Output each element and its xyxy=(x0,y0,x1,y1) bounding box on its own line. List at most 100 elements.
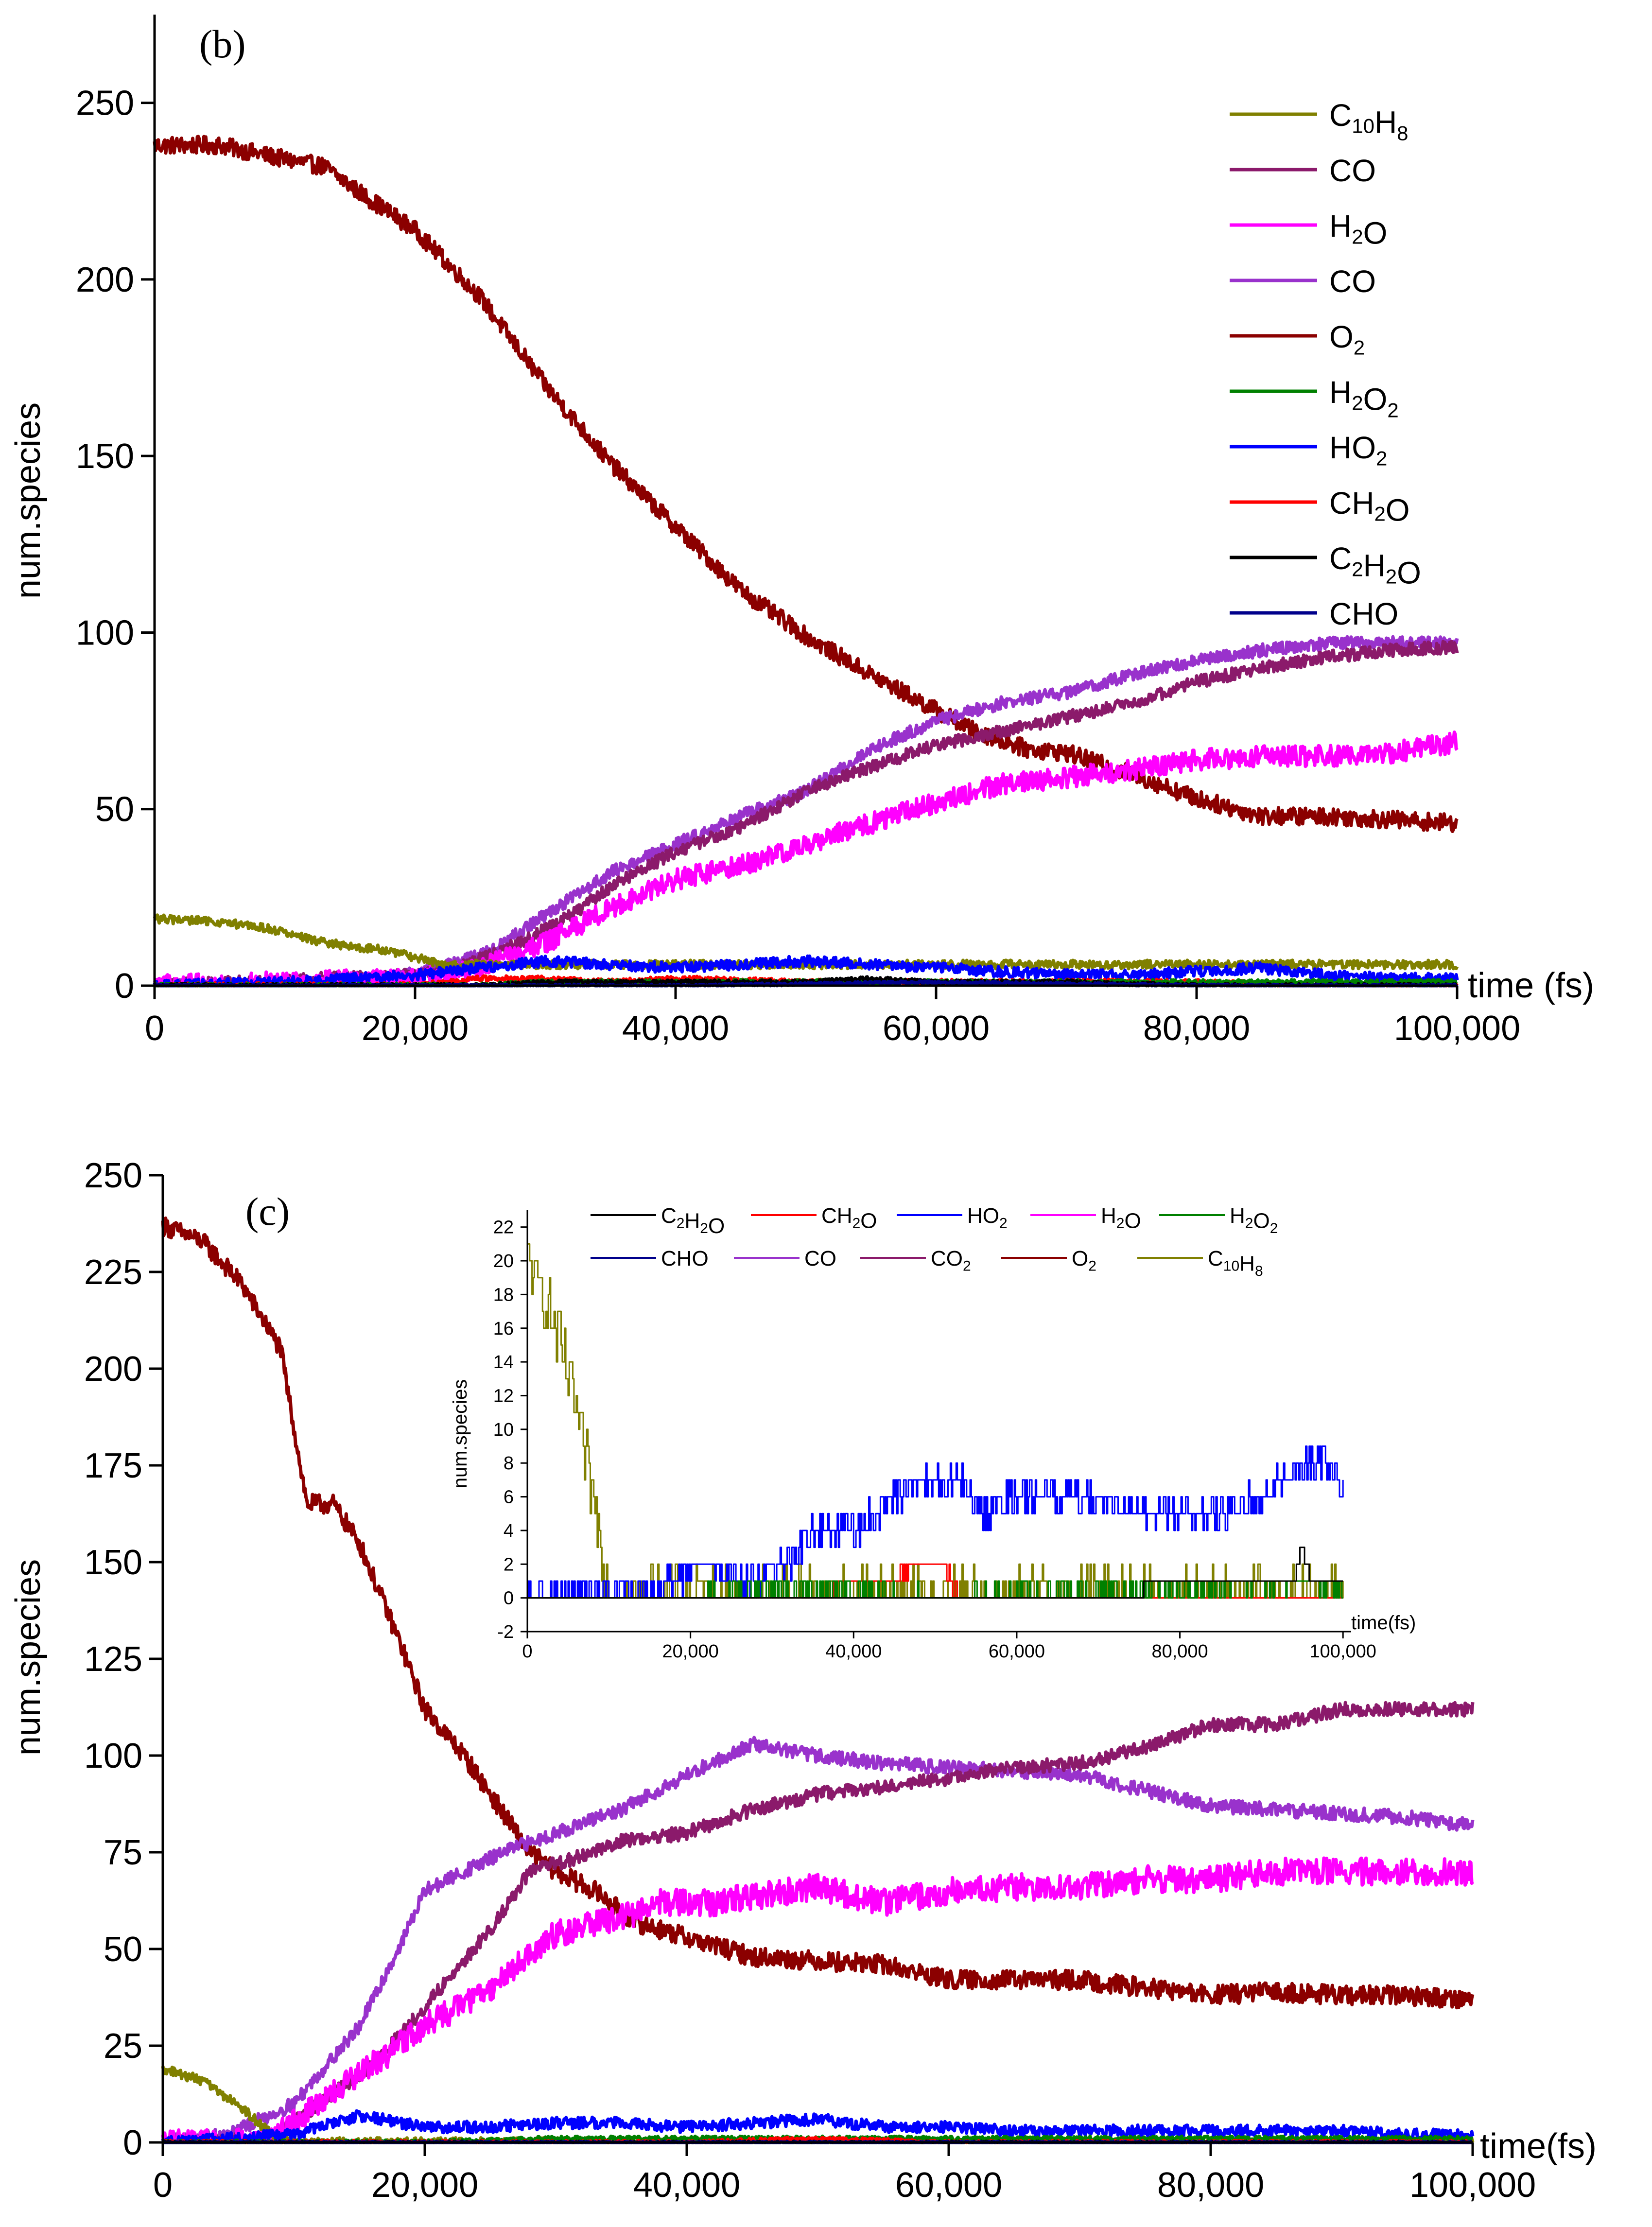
y-ticks-c: 0 25 50 75 100 125 150 175 200 225 250 xyxy=(84,1156,163,2162)
x-ticks-b: 0 20,000 40,000 60,000 80,000 100,000 xyxy=(145,986,1520,1048)
y-tick-label-c-1: 25 xyxy=(104,2027,142,2066)
y-tick-label-i-4: 6 xyxy=(504,1487,514,1508)
legend-label-b-H2O2: H2O2 xyxy=(1329,375,1399,421)
legend-label-i-CO2: CO2 xyxy=(931,1247,971,1274)
y-tick-label-c-7: 175 xyxy=(84,1446,142,1485)
x-tick-label-b-5: 100,000 xyxy=(1394,1009,1520,1048)
x-tick-label-c-3: 60,000 xyxy=(895,2166,1002,2205)
x-tick-label-b-1: 20,000 xyxy=(362,1009,469,1048)
series-line-i-HO2 xyxy=(527,1445,1344,1599)
y-tick-label-i-0: -2 xyxy=(497,1622,514,1642)
series-line-c-O2 xyxy=(161,1216,1475,2010)
x-axis-title-c: time(fs) xyxy=(1480,2127,1597,2166)
series-line-c-CO xyxy=(161,1736,1475,2144)
y-tick-label-b-0: 0 xyxy=(115,967,134,1006)
y-tick-label-b-1: 50 xyxy=(95,790,134,829)
series-line-c-H2O xyxy=(161,1856,1474,2144)
legend-label-i-H2O: H2O xyxy=(1101,1204,1141,1233)
legend-label-i-O2: O2 xyxy=(1072,1247,1096,1274)
series-group-b xyxy=(153,135,1459,988)
y-tick-label-c-2: 50 xyxy=(104,1930,142,1969)
y-tick-label-i-8: 14 xyxy=(493,1352,514,1373)
legend-label-b-CO2: CO xyxy=(1329,153,1376,188)
x-tick-label-i-5: 100,000 xyxy=(1310,1641,1376,1662)
y-tick-label-c-5: 125 xyxy=(84,1640,142,1679)
x-tick-label-i-2: 40,000 xyxy=(825,1641,882,1662)
legend-inset: C2H2O CH2O HO2 H2O H2O2 CHO CO CO2 O2 C10H8 xyxy=(591,1204,1278,1279)
legend-label-i-CO: CO xyxy=(804,1247,836,1270)
series-line-b-HO2 xyxy=(153,954,1459,988)
x-tick-label-b-3: 60,000 xyxy=(883,1009,990,1048)
x-tick-label-i-1: 20,000 xyxy=(662,1641,719,1662)
x-tick-label-c-4: 80,000 xyxy=(1157,2166,1264,2205)
legend-label-i-H2O2: H2O2 xyxy=(1230,1204,1278,1236)
y-axis-title-c: num.species xyxy=(9,1559,48,1756)
y-ticks-inset: -2 0 2 4 6 8 10 12 14 16 18 20 22 xyxy=(493,1218,527,1642)
y-tick-label-i-6: 10 xyxy=(493,1420,514,1440)
y-tick-label-i-1: 0 xyxy=(504,1588,514,1609)
panel-label-c: (c) xyxy=(245,1189,290,1234)
series-line-c-HO2 xyxy=(161,2109,1475,2144)
panel-b: 0 50 100 150 200 250 0 20,000 40,000 60,000 80,00… xyxy=(9,15,1594,1048)
y-ticks-b: 0 50 100 150 200 250 xyxy=(76,84,155,1006)
y-tick-label-i-5: 8 xyxy=(504,1453,514,1474)
x-tick-label-c-1: 20,000 xyxy=(371,2166,478,2205)
legend-label-i-C2H2O: C2H2O xyxy=(661,1204,725,1238)
x-tick-label-i-4: 80,000 xyxy=(1151,1641,1208,1662)
legend-label-i-CHO: CHO xyxy=(661,1247,709,1270)
y-tick-label-i-7: 12 xyxy=(493,1386,514,1406)
legend-b: C10H8 CO H2O CO O2 H2O2 HO2 CH2O C2H2O CHO xyxy=(1230,98,1421,631)
x-axis-title-inset: time(fs) xyxy=(1351,1612,1416,1634)
y-tick-label-i-2: 2 xyxy=(504,1554,514,1575)
y-tick-label-c-10: 250 xyxy=(84,1156,142,1195)
x-tick-label-c-2: 40,000 xyxy=(633,2166,740,2205)
y-tick-label-c-3: 75 xyxy=(104,1833,142,1872)
series-line-i-C2H2O xyxy=(527,1547,1343,1599)
legend-label-b-O2: O2 xyxy=(1329,319,1365,359)
y-tick-label-c-9: 225 xyxy=(84,1253,142,1292)
y-axis-title-inset: num.species xyxy=(450,1379,471,1489)
y-tick-label-c-6: 150 xyxy=(84,1543,142,1582)
x-tick-label-i-3: 60,000 xyxy=(989,1641,1045,1662)
series-line-b-O2 xyxy=(153,135,1459,833)
x-tick-label-i-0: 0 xyxy=(522,1641,532,1662)
legend-label-i-HO2: HO2 xyxy=(967,1204,1008,1232)
x-tick-label-c-5: 100,000 xyxy=(1409,2166,1536,2205)
legend-label-b-C2H2O: C2H2O xyxy=(1329,541,1421,590)
series-group-inset xyxy=(527,1243,1344,1599)
legend-label-b-CH2O: CH2O xyxy=(1329,486,1410,528)
x-ticks-inset: 0 20,000 40,000 60,000 80,000 100,000 xyxy=(522,1632,1376,1662)
y-tick-label-b-4: 200 xyxy=(76,261,134,299)
y-tick-label-b-2: 100 xyxy=(76,613,134,652)
legend-label-b-CO: CO xyxy=(1329,264,1376,299)
legend-label-b-H2O: H2O xyxy=(1329,209,1387,251)
y-tick-label-i-10: 18 xyxy=(493,1285,514,1305)
y-axis-title-b: num.species xyxy=(9,402,48,599)
y-tick-label-i-11: 20 xyxy=(493,1251,514,1271)
y-tick-label-b-5: 250 xyxy=(76,84,134,123)
legend-label-b-HO2: HO2 xyxy=(1329,430,1387,470)
series-line-i-C10H8 xyxy=(527,1243,1344,1599)
x-tick-label-c-0: 0 xyxy=(153,2166,173,2205)
y-tick-label-c-8: 200 xyxy=(84,1350,142,1389)
x-tick-label-b-2: 40,000 xyxy=(622,1009,729,1048)
x-tick-label-b-4: 80,000 xyxy=(1143,1009,1250,1048)
y-tick-label-i-9: 16 xyxy=(493,1319,514,1339)
y-tick-label-c-0: 0 xyxy=(123,2123,142,2162)
y-tick-label-i-12: 22 xyxy=(493,1218,514,1238)
x-ticks-c: 0 20,000 40,000 60,000 80,000 100,000 xyxy=(153,2142,1536,2205)
x-tick-label-b-0: 0 xyxy=(145,1009,164,1048)
legend-label-b-CHO: CHO xyxy=(1329,596,1398,631)
x-axis-title-b: time (fs) xyxy=(1468,966,1594,1005)
series-group-c xyxy=(161,1216,1475,2144)
y-tick-label-b-3: 150 xyxy=(76,437,134,476)
legend-label-i-C10H8: C10H8 xyxy=(1208,1247,1263,1279)
legend-label-b-C10H8: C10H8 xyxy=(1329,98,1409,144)
y-tick-label-c-4: 100 xyxy=(84,1737,142,1775)
legend-label-i-CH2O: CH2O xyxy=(821,1204,877,1233)
y-tick-label-i-3: 4 xyxy=(504,1521,514,1541)
panel-label-b: (b) xyxy=(199,22,246,66)
inset-chart: -2 0 2 4 6 8 10 12 14 16 18 20 22 0 20,000 40,000 60,00… xyxy=(450,1204,1416,1662)
